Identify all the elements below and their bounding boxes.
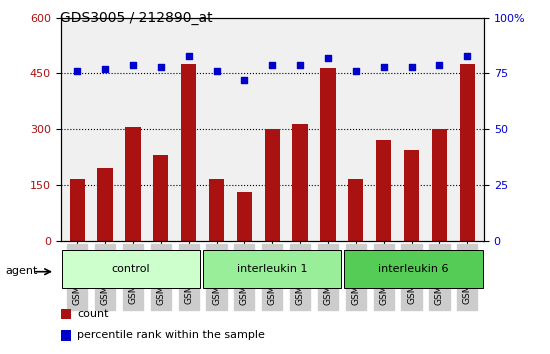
Text: interleukin 6: interleukin 6 [378,264,449,274]
Point [379,64,388,70]
Point [184,53,193,58]
FancyBboxPatch shape [344,250,482,288]
Bar [209,179,224,241]
FancyBboxPatch shape [203,250,342,288]
Point [73,68,81,74]
Bar [460,64,475,241]
Point [156,64,165,70]
Bar [153,155,168,241]
Bar [265,129,280,241]
Point [435,62,444,67]
Point [240,77,249,83]
Text: control: control [112,264,150,274]
Point [407,64,416,70]
Bar [97,168,113,241]
Point [212,68,221,74]
Bar [60,309,71,319]
Text: percentile rank within the sample: percentile rank within the sample [78,330,265,341]
Point [323,55,332,61]
Point [351,68,360,74]
Text: count: count [78,309,109,319]
Bar [60,330,71,341]
Bar [293,124,308,241]
Point [463,53,472,58]
Bar [320,68,336,241]
Bar [69,179,85,241]
Point [268,62,277,67]
Point [296,62,305,67]
Bar [236,193,252,241]
Bar [125,127,141,241]
Bar [376,140,392,241]
Bar [348,179,364,241]
Bar [404,150,419,241]
Point [101,66,109,72]
Text: agent: agent [6,266,38,276]
Bar [432,129,447,241]
FancyBboxPatch shape [62,250,200,288]
Text: GDS3005 / 212890_at: GDS3005 / 212890_at [60,11,213,25]
Bar [181,64,196,241]
Point [129,62,138,67]
Text: interleukin 1: interleukin 1 [237,264,307,274]
